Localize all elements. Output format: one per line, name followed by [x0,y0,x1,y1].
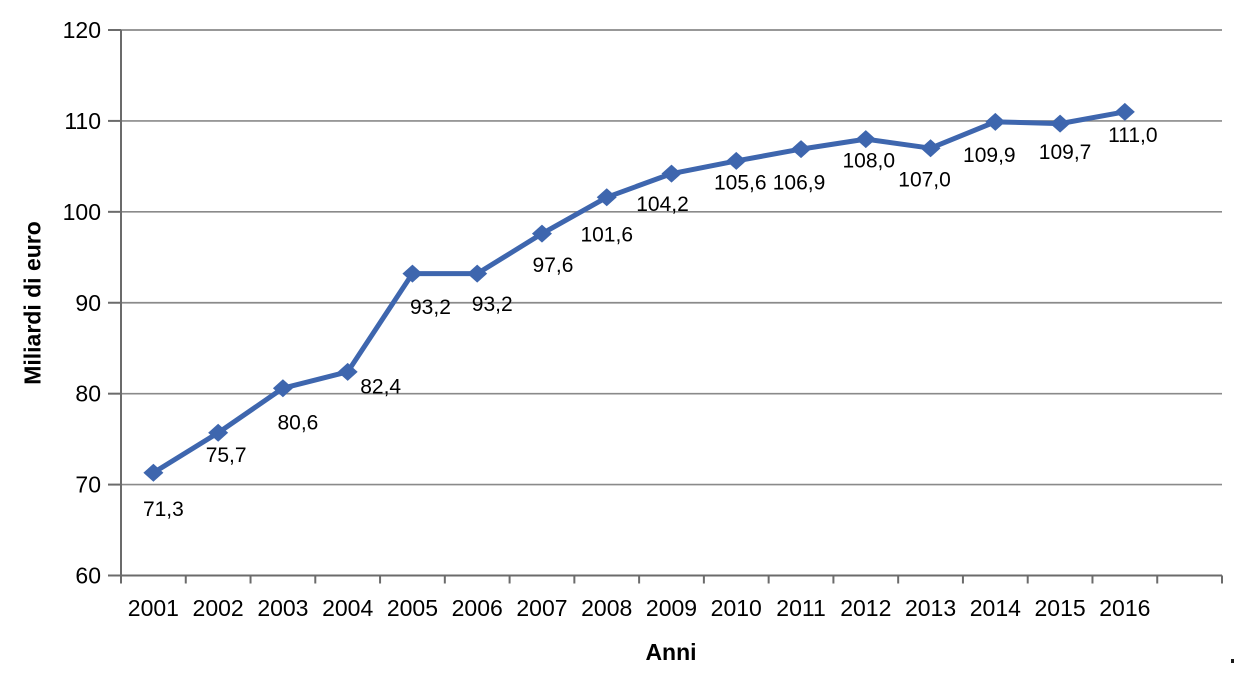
data-label-2012: 108,0 [843,150,896,173]
data-point-marker-2001 [143,463,164,482]
data-label-2008: 101,6 [580,224,633,247]
data-point-marker-2008 [596,188,617,207]
x-tick-label-2011: 2011 [776,595,825,621]
data-label-2007: 97,6 [533,254,574,277]
y-tick-label-60: 60 [75,563,101,589]
data-point-marker-2013 [920,139,941,158]
x-tick-label-2010: 2010 [711,595,762,621]
data-label-2001: 71,3 [143,498,184,521]
y-axis-title: Miliardi di euro [19,221,46,385]
data-label-2009: 104,2 [636,193,689,216]
data-point-marker-2002 [208,423,229,442]
y-tick-label-80: 80 [75,381,101,407]
x-tick-label-2012: 2012 [840,595,891,621]
data-point-marker-2014 [985,112,1006,131]
x-tick-label-2001: 2001 [128,595,179,621]
series-line [150,109,1128,476]
x-tick-label-2014: 2014 [970,595,1021,621]
y-tick-label-100: 100 [63,199,101,225]
data-point-marker-2005 [402,264,423,283]
y-tick-label-120: 120 [63,17,101,43]
data-label-2013: 107,0 [898,169,951,192]
data-label-2010: 105,6 [714,171,767,194]
data-label-2014: 109,9 [963,144,1016,167]
x-tick-label-2002: 2002 [193,595,244,621]
x-tick-label-2006: 2006 [452,595,503,621]
x-tick-label-2016: 2016 [1099,595,1150,621]
x-tick-label-2004: 2004 [322,595,373,621]
x-tick-label-2009: 2009 [646,595,697,621]
y-tick-label-90: 90 [75,290,101,316]
data-point-marker-2010 [726,151,747,170]
data-point-marker-2007 [531,224,552,243]
data-point-marker-2011 [791,140,812,159]
x-tick-label-2003: 2003 [257,595,308,621]
data-label-2016: 111,0 [1108,124,1157,147]
data-label-2015: 109,7 [1039,141,1092,164]
y-tick-label-110: 110 [64,108,101,134]
data-point-marker-2004 [337,362,358,381]
data-label-2006: 93,2 [472,293,513,316]
data-point-marker-2006 [467,264,488,283]
data-label-2005: 93,2 [410,296,451,319]
data-label-2011: 106,9 [773,172,826,195]
x-tick-label-2008: 2008 [581,595,632,621]
data-point-marker-2012 [855,130,876,149]
data-point-marker-2015 [1050,114,1071,133]
data-label-2003: 80,6 [277,412,318,435]
x-tick-label-2007: 2007 [516,595,567,621]
stray-mark [1231,659,1234,663]
data-label-2004: 82,4 [360,375,401,398]
x-tick-label-2013: 2013 [905,595,956,621]
y-tick-label-70: 70 [75,472,101,498]
x-tick-label-2015: 2015 [1035,595,1086,621]
data-label-2002: 75,7 [206,444,247,467]
data-point-marker-2009 [661,164,682,183]
x-tick-label-2005: 2005 [387,595,438,621]
data-point-marker-2003 [272,379,293,398]
x-axis-title: Anni [645,639,697,665]
data-point-marker-2016 [1114,102,1135,121]
